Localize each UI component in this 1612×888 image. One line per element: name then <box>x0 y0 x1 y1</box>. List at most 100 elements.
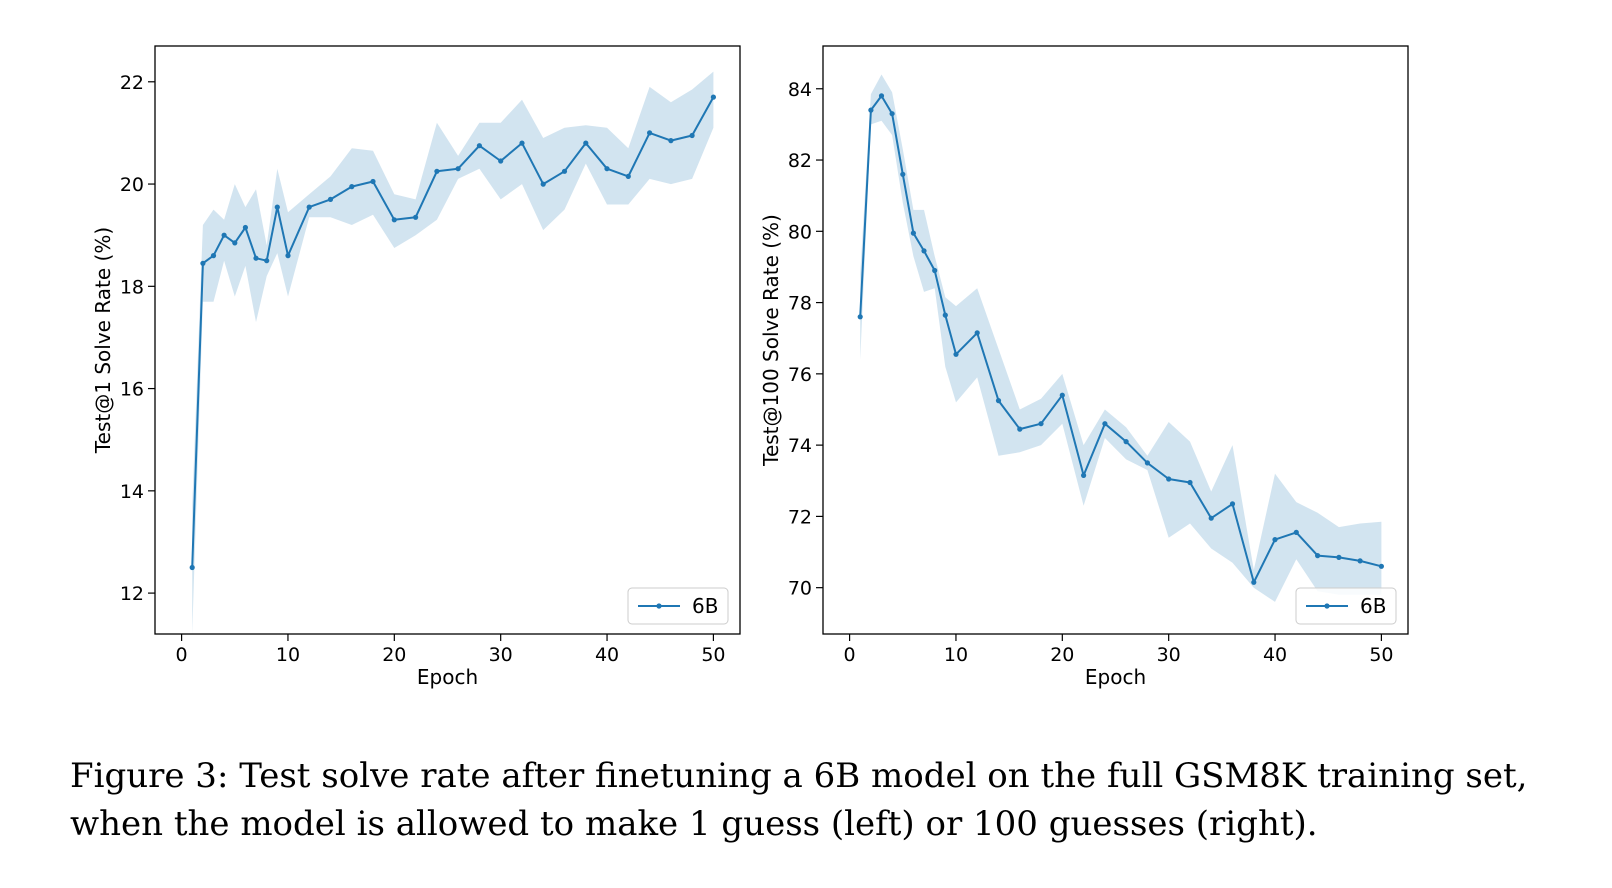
y-tick-label: 12 <box>120 583 144 605</box>
data-point <box>647 130 653 136</box>
y-tick-label: 80 <box>788 221 812 243</box>
data-point <box>583 140 589 146</box>
y-tick-label: 70 <box>788 578 812 600</box>
data-point <box>868 107 874 113</box>
data-point <box>1123 439 1129 445</box>
data-point <box>1059 392 1065 398</box>
data-point <box>974 330 980 336</box>
data-point <box>306 204 312 210</box>
data-point <box>253 255 259 261</box>
x-tick-label: 20 <box>1050 644 1074 666</box>
legend-marker <box>1324 603 1330 609</box>
data-point <box>1038 421 1044 427</box>
data-point <box>604 166 610 172</box>
y-axis-label: Test@100 Solve Rate (%) <box>759 214 783 467</box>
x-tick-label: 0 <box>844 644 856 666</box>
confidence-band <box>192 71 714 635</box>
y-tick-label: 22 <box>120 72 144 94</box>
data-point <box>625 173 631 179</box>
data-point <box>455 166 461 172</box>
data-point <box>857 314 863 320</box>
figure-caption: Figure 3: Test solve rate after finetuni… <box>70 756 1528 844</box>
plot-frame <box>822 45 1409 635</box>
y-tick-label: 82 <box>788 150 812 172</box>
series-line <box>191 96 715 568</box>
series-line <box>859 94 1382 584</box>
chart-test-at-1: 0 10 20 30 40 50 12 14 16 18 20 22 Epoch Test@1 Solve… <box>91 45 741 689</box>
y-tick-label: 76 <box>788 364 812 386</box>
data-point <box>349 184 355 190</box>
data-point <box>1081 472 1087 478</box>
data-point <box>1315 553 1321 559</box>
data-point <box>942 312 948 318</box>
data-point <box>910 230 917 236</box>
legend-label: 6B <box>1360 594 1386 618</box>
data-point <box>1144 460 1150 466</box>
data-point <box>1102 421 1108 427</box>
data-point <box>285 253 291 259</box>
data-point <box>264 258 270 264</box>
data-point <box>232 240 238 246</box>
data-point <box>889 111 895 117</box>
data-point <box>519 140 525 146</box>
y-tick-label: 20 <box>120 174 144 196</box>
x-tick-label: 40 <box>1263 644 1287 666</box>
x-tick-label: 30 <box>1157 644 1181 666</box>
data-point <box>668 138 674 144</box>
data-point <box>200 260 206 266</box>
data-point <box>1208 515 1214 521</box>
x-axis-label: Epoch <box>417 665 478 689</box>
figure-charts: 0 10 20 30 40 50 12 14 16 18 20 22 Epoch Test@1 Solve… <box>91 45 1409 689</box>
chart-test-at-100: 0 10 20 30 40 50 70 72 74 76 78 80 82 84 Epoch Test@100… <box>759 45 1409 689</box>
data-point <box>1251 579 1257 585</box>
data-point <box>476 143 482 149</box>
data-point <box>1229 501 1236 507</box>
y-tick-label: 16 <box>120 379 144 401</box>
x-axis-label: Epoch <box>1085 665 1146 689</box>
data-point <box>953 351 959 357</box>
data-point <box>242 224 248 231</box>
data-point <box>370 178 376 185</box>
x-tick-label: 20 <box>382 644 406 666</box>
x-tick-label: 50 <box>1369 644 1393 666</box>
y-tick-label: 14 <box>120 481 144 503</box>
data-point <box>878 93 885 99</box>
data-point <box>689 132 695 139</box>
data-point <box>1378 563 1384 569</box>
legend-marker <box>656 603 662 609</box>
data-point <box>1187 479 1193 486</box>
x-tick-label: 10 <box>276 644 300 666</box>
data-point <box>498 158 504 164</box>
data-point <box>1336 554 1342 561</box>
data-point <box>210 253 217 259</box>
data-point <box>221 232 227 238</box>
y-tick-label: 74 <box>788 435 812 457</box>
data-point <box>710 94 717 100</box>
data-point <box>921 248 927 254</box>
data-point <box>932 267 938 274</box>
data-point <box>1166 476 1172 482</box>
data-point <box>900 171 906 177</box>
data-point <box>434 168 440 174</box>
x-tick-label: 0 <box>176 644 188 666</box>
legend-label: 6B <box>692 594 718 618</box>
data-point <box>1357 558 1363 564</box>
data-point <box>391 217 397 223</box>
plot-frame <box>154 45 741 635</box>
data-point <box>413 214 419 220</box>
y-tick-label: 84 <box>788 79 812 101</box>
y-axis-label: Test@1 Solve Rate (%) <box>91 227 115 454</box>
x-tick-label: 10 <box>944 644 968 666</box>
confidence-band <box>860 74 1382 602</box>
data-point <box>561 168 568 174</box>
data-point <box>1017 426 1023 432</box>
y-tick-label: 18 <box>120 276 144 298</box>
x-tick-label: 50 <box>701 644 725 666</box>
x-tick-label: 40 <box>595 644 619 666</box>
data-point <box>1272 537 1278 543</box>
data-point <box>1293 529 1299 536</box>
data-point <box>327 196 334 202</box>
data-point <box>189 564 195 571</box>
y-tick-label: 72 <box>788 506 812 528</box>
y-tick-label: 78 <box>788 293 812 315</box>
